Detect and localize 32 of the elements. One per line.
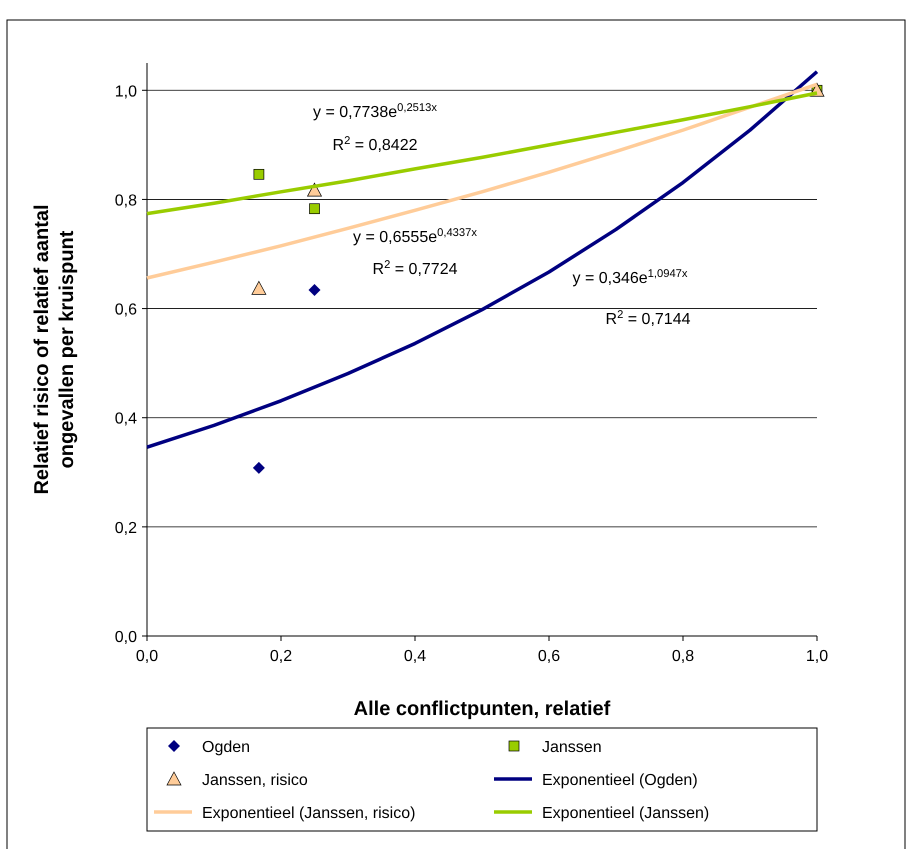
point (252, 462, 265, 474)
x-axis-title: Alle conflictpunten, relatief (354, 698, 611, 720)
legend-label: Exponentieel (Janssen, risico) (202, 805, 416, 822)
y-tick-label: 0,8 (114, 192, 138, 210)
x-tick-label: 0,0 (136, 648, 158, 665)
annotation: y = 0,346e$^{1,0947x}$ (572, 268, 688, 287)
x-tick-label: 0,2 (270, 648, 292, 665)
legend-label: Exponentieel (Janssen) (542, 805, 710, 822)
y-axis-title: Relatief risico of relatief aantal ongevallen per kruispunt (31, 204, 78, 495)
annotation: R$^{2}$ = 0,8422 (332, 135, 418, 154)
y-tick-label: 0,2 (114, 520, 138, 537)
x-tick-label: 0,6 (538, 648, 560, 665)
legend-label: Janssen (542, 739, 602, 756)
y-tick-label: 0,6 (114, 302, 138, 319)
annotation: R$^{2}$ = 0,7144 (606, 309, 691, 328)
x-tick-label: 0,8 (672, 648, 694, 665)
annotation: y = 0,6555e$^{0,4337x}$ (353, 227, 478, 246)
point (308, 284, 320, 296)
x-tick-label: 0,4 (404, 648, 426, 665)
annotation: R$^{2}$ = 0,7724 (372, 259, 458, 278)
point (254, 168, 264, 180)
legend-label: Ogden (202, 739, 250, 756)
point (252, 281, 266, 295)
point (309, 203, 320, 214)
annotation: y = 0,7738e$^{0,2513x}$ (313, 102, 438, 121)
line-series (145, 70, 819, 449)
x-tick-label: 1,0 (806, 648, 828, 665)
y-tick-label: 1,0 (114, 83, 138, 100)
y-tick-label: 0,4 (114, 410, 138, 428)
legend-label: Janssen, risico (202, 772, 308, 789)
y-tick-label: 0,0 (114, 629, 138, 646)
legend-label: Exponentieel (Ogden) (542, 772, 698, 789)
